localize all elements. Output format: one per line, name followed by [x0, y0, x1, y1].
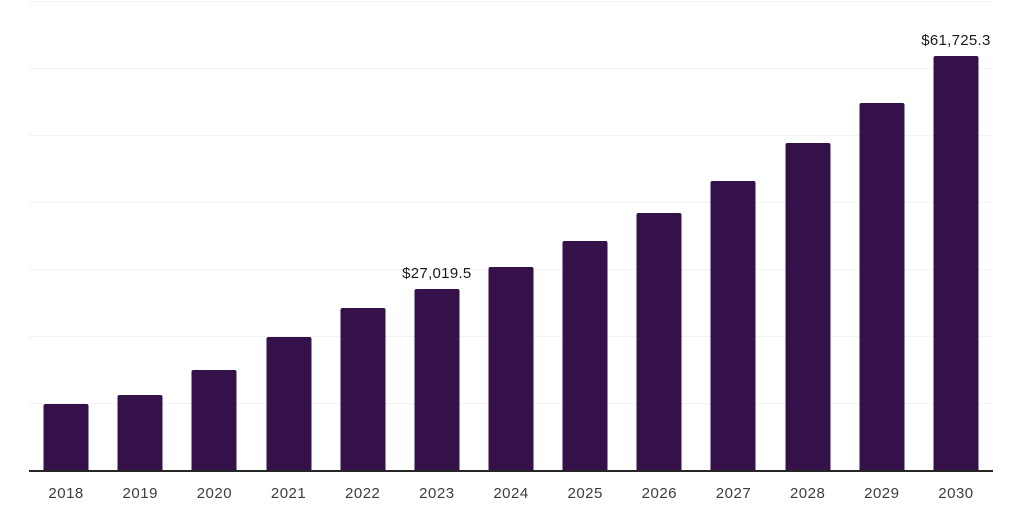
- bar-2020: [191, 370, 237, 470]
- bar-slot-2025: [548, 1, 622, 470]
- x-tick-label-2024: 2024: [493, 485, 529, 502]
- bar-2018: [43, 403, 89, 470]
- bar-2021: [266, 337, 312, 470]
- bar-2023: [414, 289, 460, 470]
- bar-2024: [488, 267, 534, 470]
- bar-series: $27,019.5 $61,725.3: [29, 1, 993, 470]
- bar-slot-2019: [103, 1, 177, 470]
- bar-slot-2021: [251, 1, 325, 470]
- gridline-70000: [29, 1, 993, 2]
- bar-2026: [636, 212, 682, 470]
- bar-slot-2023: $27,019.5: [400, 1, 474, 470]
- bar-2019: [117, 395, 163, 470]
- x-tick-label-2030: 2030: [938, 485, 974, 502]
- bar-slot-2027: [696, 1, 770, 470]
- x-tick-label-2021: 2021: [270, 485, 307, 502]
- x-axis-tick-labels: 2018 2019 2020 2021 2022 2023 2024 2025 2026 2027…: [29, 472, 993, 502]
- x-tick-label-2018: 2018: [48, 485, 84, 502]
- bar-slot-2030: $61,725.3: [919, 1, 993, 470]
- x-tick-label-2020: 2020: [196, 485, 233, 502]
- plot-area: $27,019.5 $61,725.3: [29, 1, 993, 472]
- bar-slot-2022: [326, 1, 400, 470]
- bar-slot-2028: [771, 1, 845, 470]
- x-tick-label-2022: 2022: [345, 485, 381, 502]
- bar-slot-2024: [474, 1, 548, 470]
- bar-value-label-2030: $61,725.3: [921, 32, 991, 50]
- bar-2029: [859, 103, 905, 470]
- bar-2027: [710, 180, 756, 470]
- bar-2028: [785, 143, 831, 470]
- bar-slot-2018: [29, 1, 103, 470]
- bar-slot-2026: [622, 1, 696, 470]
- bar-2025: [562, 240, 608, 470]
- x-tick-label-2023: 2023: [419, 485, 455, 502]
- x-tick-label-2029: 2029: [864, 485, 900, 502]
- bar-value-label-2023: $27,019.5: [402, 264, 472, 282]
- bar-slot-2020: [177, 1, 251, 470]
- x-tick-label-2025: 2025: [567, 485, 603, 502]
- x-tick-label-2028: 2028: [789, 485, 826, 502]
- gridline-60000: [29, 68, 993, 69]
- bar-2030: [933, 56, 979, 470]
- x-tick-label-2019: 2019: [122, 485, 158, 502]
- bar-slot-2029: [845, 1, 919, 470]
- x-tick-label-2027: 2027: [715, 485, 752, 502]
- gridline-50000: [29, 135, 993, 136]
- bar-2022: [340, 307, 386, 470]
- x-tick-label-2026: 2026: [641, 485, 678, 502]
- gridline-40000: [29, 202, 993, 203]
